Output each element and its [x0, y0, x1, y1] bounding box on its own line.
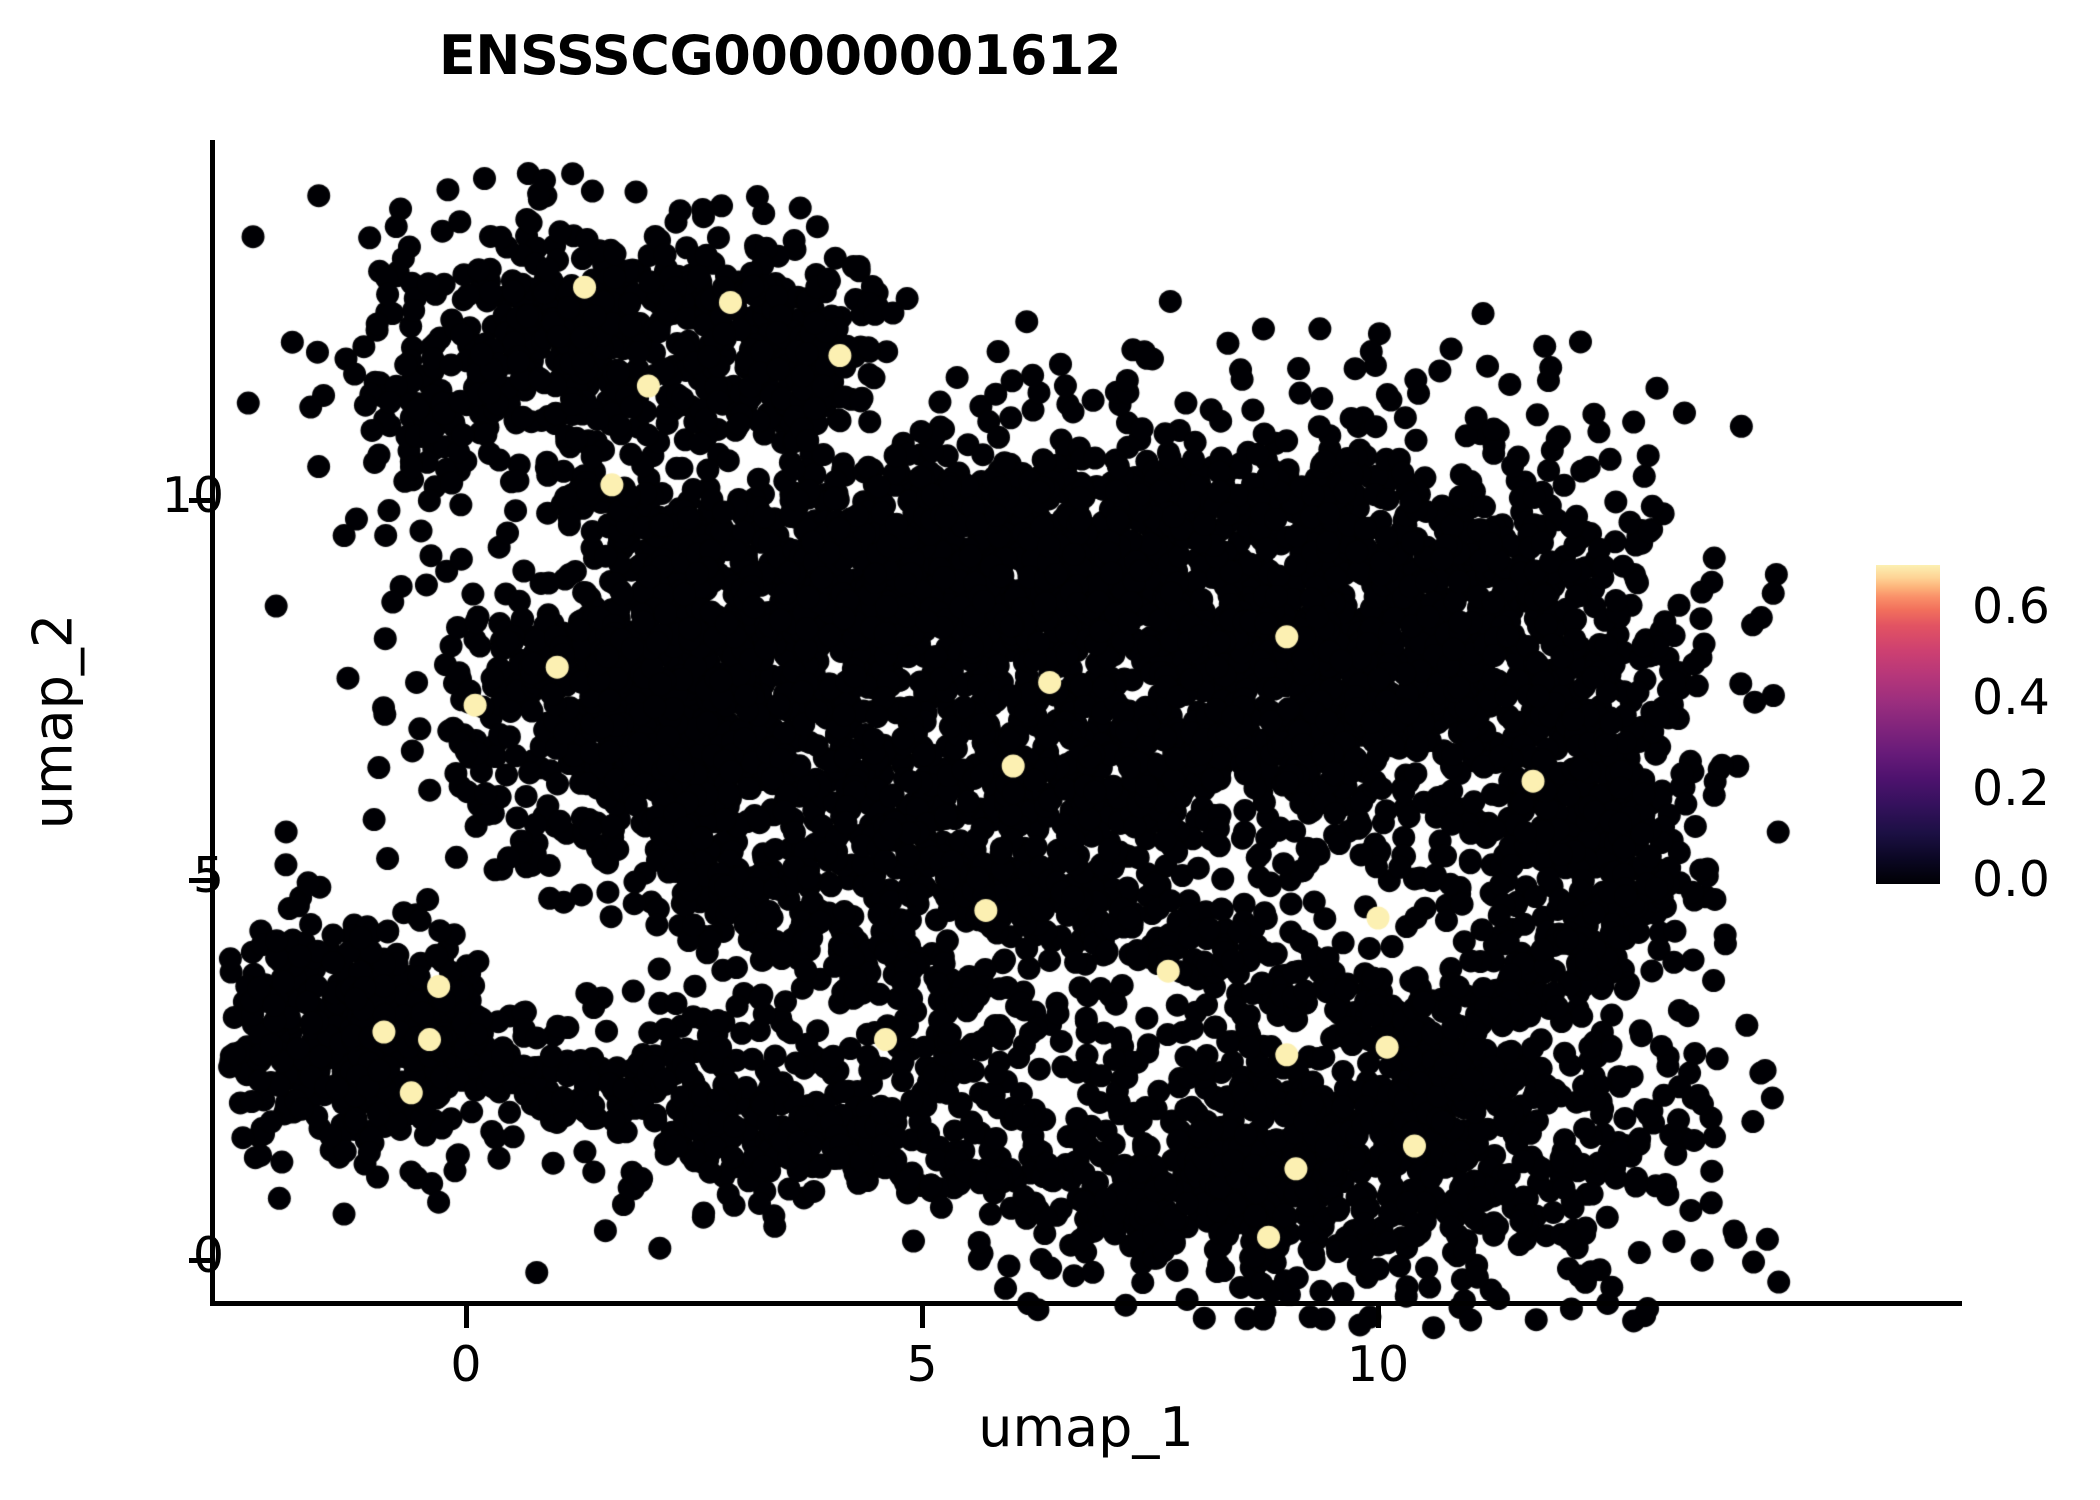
x-tick-mark [920, 1306, 925, 1328]
x-axis-spine [210, 1301, 1962, 1306]
colorbar-tick-mark [1876, 1264, 1890, 1269]
y-tick-label: 5 [192, 847, 224, 904]
colorbar-tick-label: 0.2 [1972, 759, 2050, 817]
colorbar-tick-mark [1876, 1173, 1890, 1178]
colorbar-tick-label: 0.0 [1972, 851, 2050, 908]
y-tick-mark [189, 878, 211, 883]
y-tick-label: 0 [192, 1227, 224, 1284]
colorbar-tick-mark [1926, 1264, 1940, 1269]
y-axis-spine [210, 140, 215, 1306]
colorbar-tick-label: 0.6 [1972, 577, 2050, 635]
x-tick-label: 10 [1346, 1336, 1410, 1393]
colorbar-tick-mark [1926, 1355, 1940, 1360]
x-axis-label: umap_1 [978, 1396, 1194, 1459]
y-axis-label: umap_2 [21, 613, 85, 830]
x-tick-mark [1376, 1306, 1381, 1328]
x-tick-label: 5 [906, 1336, 938, 1393]
x-tick-label: 0 [450, 1336, 482, 1393]
y-tick-label: 10 [161, 467, 224, 524]
colorbar-tick-mark [1926, 1173, 1940, 1178]
colorbar-gradient [1876, 565, 1940, 1360]
y-tick-mark [189, 498, 211, 503]
colorbar-tick-label: 0.4 [1972, 668, 2050, 726]
colorbar-tick-mark [1876, 1355, 1890, 1360]
y-tick-mark [189, 1258, 211, 1263]
x-tick-mark [464, 1306, 469, 1328]
